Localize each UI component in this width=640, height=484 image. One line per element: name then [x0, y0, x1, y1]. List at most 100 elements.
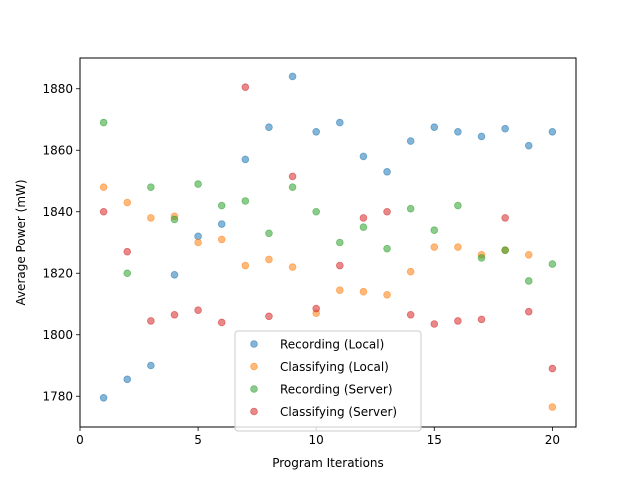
- y-tick-label: 1860: [42, 143, 73, 157]
- data-point: [312, 304, 320, 313]
- data-point: [123, 247, 132, 256]
- series-4: [99, 83, 557, 373]
- data-point: [147, 361, 155, 370]
- data-point: [524, 277, 533, 285]
- data-point: [548, 364, 557, 373]
- data-point: [383, 167, 391, 176]
- data-point: [548, 260, 557, 268]
- series-2: [99, 183, 557, 411]
- data-point: [454, 128, 462, 136]
- legend-marker: [250, 362, 258, 371]
- data-point: [359, 152, 368, 161]
- legend-marker: [250, 407, 258, 416]
- data-point: [477, 315, 486, 324]
- data-point: [147, 317, 155, 325]
- data-point: [217, 220, 226, 228]
- legend-label: Recording (Server): [280, 383, 393, 397]
- data-point: [430, 320, 439, 328]
- y-tick-label: 1800: [42, 328, 73, 342]
- data-point: [383, 290, 391, 299]
- data-point: [265, 229, 273, 238]
- x-tick-label: 15: [427, 433, 442, 447]
- data-point: [217, 235, 226, 244]
- data-point: [265, 123, 273, 131]
- data-point: [99, 183, 108, 191]
- data-point: [241, 155, 250, 164]
- y-axis-ticks: 1780 1800 1820 1840 1860 1880: [42, 82, 80, 403]
- data-point: [241, 261, 250, 270]
- data-point: [288, 72, 297, 81]
- x-tick-label: 20: [545, 433, 560, 447]
- data-point: [336, 118, 344, 127]
- data-point: [406, 137, 415, 145]
- legend-box: [234, 330, 422, 432]
- data-point: [312, 128, 320, 136]
- data-point: [170, 310, 179, 319]
- legend-label: Recording (Local): [280, 338, 384, 352]
- data-point: [406, 204, 415, 213]
- y-tick-label: 1880: [42, 82, 73, 96]
- legend-marker: [250, 340, 258, 348]
- data-point: [147, 183, 155, 191]
- data-point: [194, 180, 202, 188]
- data-point: [359, 223, 368, 231]
- series-1: [99, 72, 557, 402]
- data-point: [430, 243, 439, 251]
- data-point: [383, 207, 391, 216]
- data-point: [430, 226, 439, 235]
- y-tick-label: 1840: [42, 205, 73, 219]
- data-point: [123, 198, 132, 207]
- y-tick-label: 1820: [42, 266, 73, 280]
- y-tick-label: 1780: [42, 389, 73, 403]
- data-point: [241, 83, 250, 92]
- legend-label: Classifying (Server): [280, 405, 397, 419]
- legend: Recording (Local) Classifying (Local) Reco…: [234, 330, 422, 432]
- data-point: [265, 312, 273, 321]
- data-point: [501, 214, 509, 222]
- data-point: [406, 267, 415, 276]
- data-point: [312, 207, 320, 216]
- points-layer: [99, 72, 557, 411]
- data-point: [524, 251, 533, 259]
- data-point: [99, 393, 108, 402]
- data-point: [288, 172, 297, 181]
- x-tick-label: 10: [309, 433, 324, 447]
- data-point: [501, 124, 509, 133]
- data-point: [524, 307, 533, 316]
- data-point: [170, 270, 179, 279]
- data-point: [548, 128, 557, 136]
- y-axis-label: Average Power (mW): [14, 179, 28, 305]
- data-point: [217, 201, 226, 210]
- legend-item: Classifying (Server): [250, 405, 397, 419]
- data-point: [548, 403, 557, 411]
- legend-marker: [250, 385, 258, 393]
- data-point: [336, 286, 344, 294]
- data-point: [477, 132, 486, 141]
- data-point: [359, 214, 368, 222]
- data-point: [430, 123, 439, 131]
- legend-label: Classifying (Local): [280, 360, 389, 374]
- data-point: [147, 214, 155, 222]
- data-point: [524, 141, 533, 150]
- data-point: [501, 246, 509, 254]
- data-point: [336, 261, 344, 270]
- data-point: [454, 243, 462, 251]
- data-point: [123, 269, 132, 278]
- data-point: [99, 207, 108, 216]
- data-point: [383, 244, 391, 253]
- data-point: [288, 183, 297, 191]
- data-point: [454, 317, 462, 325]
- data-point: [194, 238, 202, 247]
- data-point: [477, 254, 486, 262]
- data-point: [406, 310, 415, 319]
- x-axis-label: Program Iterations: [272, 456, 384, 470]
- x-tick-label: 5: [194, 433, 202, 447]
- series-3: [99, 118, 557, 285]
- data-point: [288, 263, 297, 271]
- data-point: [241, 197, 250, 205]
- data-point: [123, 375, 132, 384]
- data-point: [336, 238, 344, 247]
- legend-item: Recording (Local): [250, 338, 384, 352]
